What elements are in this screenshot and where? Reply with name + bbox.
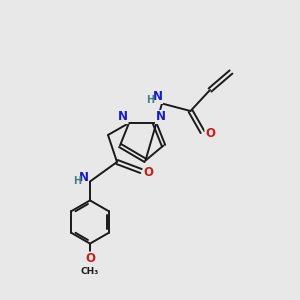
Text: CH₃: CH₃: [81, 267, 99, 276]
Text: N: N: [78, 171, 88, 184]
Text: O: O: [85, 252, 95, 265]
Text: N: N: [152, 90, 163, 104]
Text: N: N: [155, 110, 166, 124]
Text: H: H: [73, 176, 82, 186]
Text: H: H: [146, 95, 155, 105]
Text: N: N: [118, 110, 128, 124]
Text: O: O: [143, 166, 154, 179]
Text: O: O: [205, 127, 215, 140]
